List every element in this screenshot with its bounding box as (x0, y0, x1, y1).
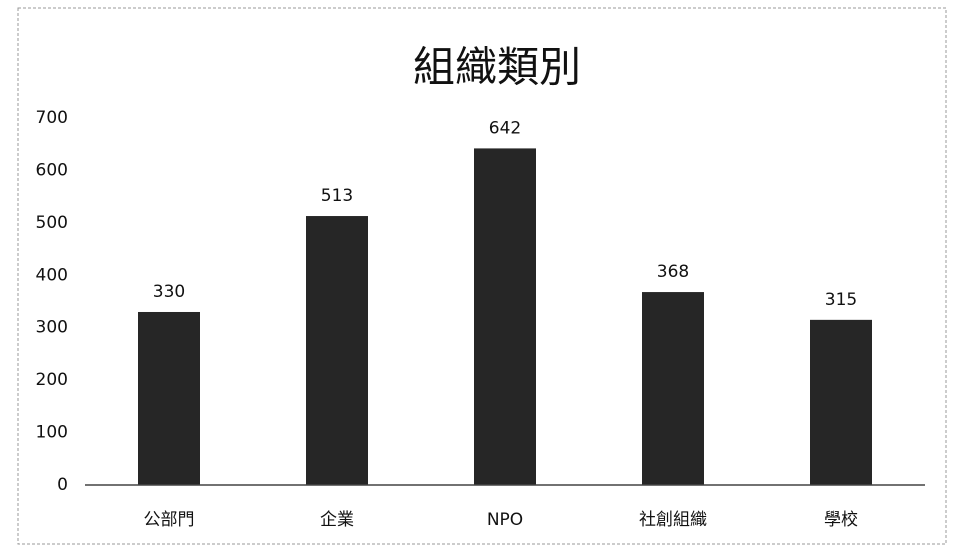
bar (138, 311, 200, 485)
y-tick-label: 0 (57, 475, 68, 495)
data-label: 642 (489, 118, 521, 138)
y-tick-label: 200 (36, 370, 68, 390)
data-label: 315 (825, 290, 857, 310)
y-tick-label: 700 (36, 108, 68, 128)
x-tick-label: 學校 (824, 510, 858, 530)
x-tick-label: NPO (487, 510, 523, 530)
y-tick-label: 500 (36, 213, 68, 233)
bar (306, 216, 368, 485)
chart-frame (17, 7, 947, 545)
x-tick-label: 公部門 (144, 510, 195, 530)
y-tick-label: 100 (36, 423, 68, 443)
y-tick-label: 300 (36, 318, 68, 338)
y-tick-label: 600 (36, 160, 68, 180)
x-tick-label: 企業 (320, 510, 354, 530)
data-label: 330 (153, 282, 185, 302)
data-label: 513 (321, 186, 353, 206)
x-tick-label: 社創組織 (639, 510, 707, 530)
data-label: 368 (657, 262, 689, 282)
y-tick-label: 400 (36, 265, 68, 285)
bar (810, 319, 872, 485)
chart-title: 組織類別 (413, 43, 581, 92)
bar (642, 292, 704, 485)
bar (474, 148, 536, 485)
